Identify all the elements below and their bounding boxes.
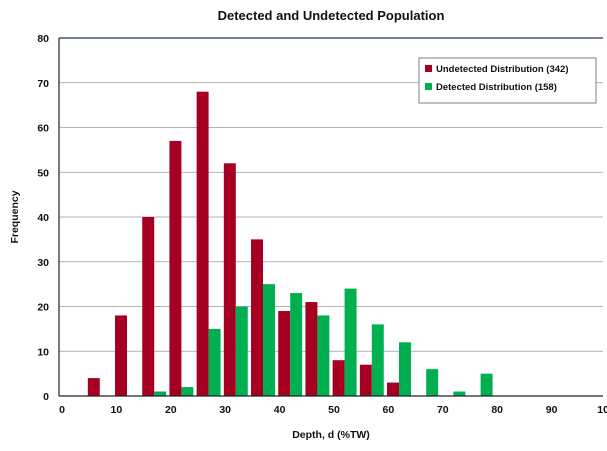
y-tick-label: 0 [43, 391, 49, 403]
x-tick-label: 20 [165, 404, 177, 416]
y-tick-label: 10 [37, 346, 49, 358]
x-tick-label: 80 [491, 404, 503, 416]
bar-undetected [359, 364, 372, 396]
legend-label: Undetected Distribution (342) [436, 64, 569, 75]
tick-labels: 0 10 20 30 40 50 60 70 80 0 10 20 30 40 50 60 70 80 90 100 [37, 33, 607, 416]
y-tick-label: 60 [37, 123, 49, 135]
bar-detected [235, 306, 248, 396]
bar-detected [208, 328, 221, 397]
bar-detected [426, 369, 439, 396]
chart-title: Detected and Undetected Population [218, 8, 445, 23]
y-tick-label: 30 [37, 257, 49, 269]
x-tick-label: 30 [219, 404, 231, 416]
bar-undetected [305, 302, 318, 396]
bar-detected [371, 324, 384, 396]
x-tick-label: 100 [597, 404, 607, 416]
legend: Undetected Distribution (342) Detected Di… [418, 57, 597, 104]
bar-detected [154, 391, 167, 396]
x-tick-label: 60 [383, 404, 395, 416]
y-tick-label: 70 [37, 78, 49, 90]
x-axis-title: Depth, d (%TW) [292, 429, 370, 441]
x-tick-label: 70 [437, 404, 449, 416]
bar-detected [263, 284, 275, 397]
bar-undetected [142, 217, 155, 396]
bar-undetected [169, 140, 182, 396]
x-tick-label: 0 [59, 404, 65, 416]
legend-label: Detected Distribution (158) [436, 82, 557, 93]
bar-detected [181, 387, 194, 396]
bar-undetected [196, 91, 209, 396]
x-tick-label: 90 [546, 404, 558, 416]
x-tick-label: 40 [274, 404, 286, 416]
axes [58, 37, 603, 397]
bar-detected [317, 315, 330, 396]
legend-swatch [425, 83, 432, 90]
bar-detected [480, 373, 493, 397]
y-axis-title: Frequency [9, 190, 21, 243]
bar-undetected [87, 378, 100, 396]
y-tick-label: 80 [37, 33, 49, 45]
bar-detected [290, 293, 303, 396]
x-tick-label: 10 [111, 404, 123, 416]
legend-box [418, 57, 597, 104]
x-tick-label: 50 [328, 404, 340, 416]
bar-detected [453, 391, 466, 396]
bar-detected [344, 288, 357, 396]
y-tick-label: 50 [37, 167, 49, 179]
bar-undetected [115, 315, 127, 396]
bar-undetected [332, 360, 345, 396]
bar-undetected [278, 310, 291, 396]
bars [87, 91, 493, 397]
y-tick-label: 40 [37, 212, 49, 224]
bar-undetected [251, 239, 263, 397]
bar-undetected [387, 382, 399, 396]
legend-swatch [425, 65, 432, 72]
bar-undetected [223, 163, 236, 396]
y-tick-label: 20 [37, 302, 49, 314]
bar-detected [399, 342, 411, 396]
